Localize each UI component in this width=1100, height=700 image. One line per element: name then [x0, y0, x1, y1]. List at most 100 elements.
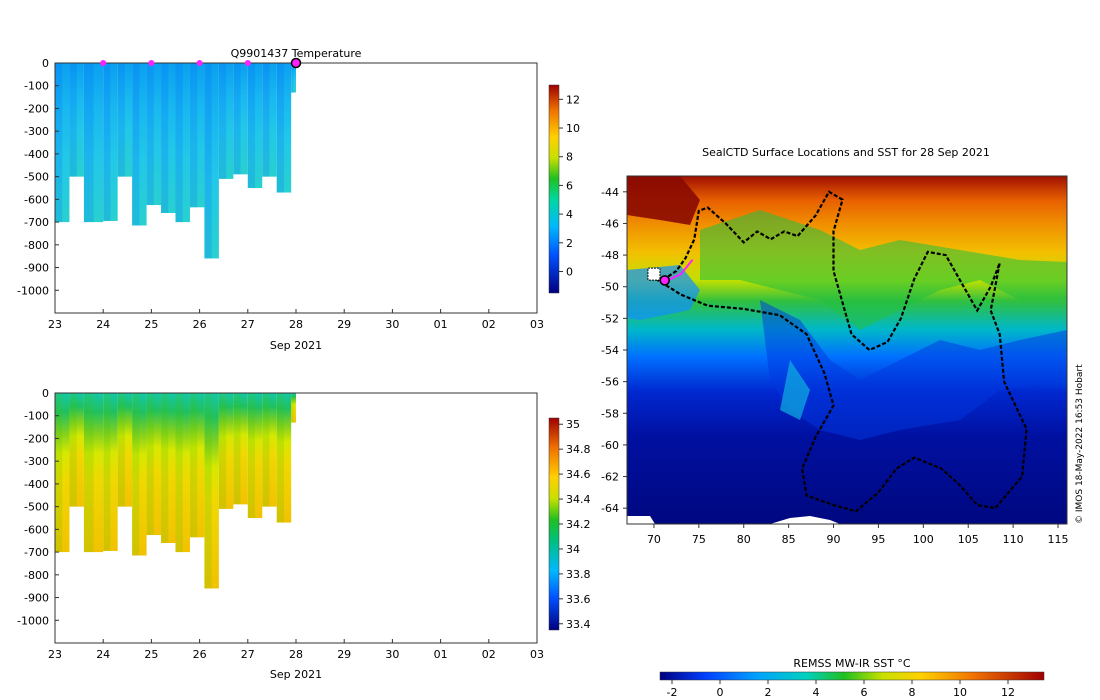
salinity-colorbar-ticks: 35 34.8 34.6 34.4 34.2 34 33.8 33.6 33.4 [559, 418, 591, 631]
colorbar-tick-label: 34 [566, 543, 580, 556]
lat-tick-label: -52 [601, 312, 619, 325]
sst-colorbar-tick-label: 12 [1001, 686, 1015, 699]
x-tick-label: 28 [289, 648, 303, 661]
sst-colorbar-tick-label: -2 [667, 686, 678, 699]
dive-profile-shade [291, 393, 294, 423]
sst-colorbar-tick-label: 0 [717, 686, 724, 699]
x-tick-label: 25 [144, 318, 158, 331]
dive-profile [218, 393, 234, 509]
temperature-surface-markers [100, 57, 302, 69]
x-tick-label: 23 [48, 318, 62, 331]
salinity-profiles [55, 393, 296, 589]
sst-colorbar-tick-label: 2 [765, 686, 772, 699]
dive-profile-shade [117, 63, 125, 177]
dive-profile [103, 393, 118, 551]
x-tick-label: 26 [193, 318, 207, 331]
surface-marker [196, 60, 203, 66]
dive-profile-shade [103, 393, 111, 551]
temperature-title: Q9901437 Temperature [231, 47, 362, 60]
lat-tick-label: -58 [601, 407, 619, 420]
dive-profile-shade [69, 63, 77, 177]
temperature-y-ticks: 0 -100 -200 -300 -400 -500 -600 -700 -800 -900 -10… [17, 57, 59, 297]
dive-profile-shade [175, 63, 183, 223]
dive-profile-shade [161, 63, 169, 213]
y-tick-label: -900 [24, 262, 49, 275]
y-tick-label: -300 [24, 455, 49, 468]
x-tick-label: 01 [434, 648, 448, 661]
dive-profile-shade [55, 393, 63, 553]
sst-map-title: SealCTD Surface Locations and SST for 28… [702, 146, 990, 159]
temperature-panel: Q9901437 Temperature 23 24 25 26 27 28 29 30 01 0… [17, 47, 580, 352]
x-tick-label: 29 [337, 318, 351, 331]
x-tick-label: 24 [96, 648, 110, 661]
colorbar-tick-label: 34.8 [566, 443, 591, 456]
y-tick-label: -600 [24, 523, 49, 536]
sst-colorbar-tick-label: 6 [861, 686, 868, 699]
dive-profile [247, 393, 263, 518]
y-tick-label: -500 [24, 501, 49, 514]
lon-tick-label: 115 [1048, 533, 1069, 546]
lon-tick-label: 70 [647, 533, 661, 546]
temperature-xlabel: Sep 2021 [270, 339, 322, 352]
x-tick-label: 26 [193, 648, 207, 661]
dive-profile-shade [204, 63, 212, 259]
x-tick-label: 24 [96, 318, 110, 331]
lon-tick-label: 90 [827, 533, 841, 546]
dive-profile-shade [218, 63, 227, 179]
x-tick-label: 02 [482, 648, 496, 661]
y-tick-label: 0 [42, 57, 49, 70]
sst-colorbar-tick-label: 4 [813, 686, 820, 699]
lon-tick-label: 105 [958, 533, 979, 546]
dive-profile [276, 393, 292, 523]
y-tick-label: -100 [24, 410, 49, 423]
lon-tick-label: 110 [1003, 533, 1024, 546]
dive-profile-shade [83, 393, 94, 553]
dive-profile-shade [161, 393, 169, 543]
dive-profile-shade [204, 393, 212, 589]
y-tick-label: -800 [24, 239, 49, 252]
dive-profile [69, 63, 84, 177]
y-tick-label: -400 [24, 148, 49, 161]
colorbar-tick-label: 2 [566, 237, 573, 250]
dive-profile [291, 393, 296, 423]
dive-profile-shade [103, 63, 111, 221]
sst-colorbar-tick-label: 10 [953, 686, 967, 699]
dive-profile [175, 63, 190, 223]
dive-profile-shade [291, 63, 294, 93]
dive-profile-shade [189, 393, 198, 538]
dive-profile [146, 393, 162, 536]
salinity-panel: 23 24 25 26 27 28 29 30 01 02 03 0 -100 -200 -300 -400… [17, 387, 590, 681]
last-position-marker [659, 275, 670, 286]
y-tick-label: -300 [24, 125, 49, 138]
dive-profile-shade [83, 63, 94, 223]
dive-profile [204, 393, 219, 589]
dive-profile [233, 63, 248, 175]
dive-profile-shade [218, 393, 227, 509]
lon-tick-label: 80 [737, 533, 751, 546]
dive-profile-shade [69, 393, 77, 507]
y-tick-label: -600 [24, 193, 49, 206]
lat-tick-label: -46 [601, 217, 619, 230]
x-tick-label: 27 [241, 318, 255, 331]
colorbar-tick-label: 34.4 [566, 493, 591, 506]
lon-tick-label: 100 [913, 533, 934, 546]
y-tick-label: -1000 [17, 284, 49, 297]
dive-profile-shade [132, 63, 140, 226]
map-longitude-ticks: 70 75 80 85 90 95 100 105 110 115 [647, 524, 1069, 546]
dive-profile [83, 63, 104, 223]
salinity-colorbar [548, 417, 560, 631]
salinity-x-ticks: 23 24 25 26 27 28 29 30 01 02 03 [48, 639, 544, 661]
last-surface-marker [290, 57, 302, 69]
x-tick-label: 25 [144, 648, 158, 661]
colorbar-tick-label: 10 [566, 122, 580, 135]
dive-profile-shade [233, 393, 241, 505]
lat-tick-label: -56 [601, 376, 619, 389]
y-tick-label: -700 [24, 546, 49, 559]
temperature-profiles [55, 63, 296, 259]
sst-colorbar [659, 671, 1045, 681]
y-tick-label: -800 [24, 569, 49, 582]
dive-profile [132, 63, 147, 226]
dive-profile [69, 393, 84, 507]
lon-tick-label: 95 [871, 533, 885, 546]
